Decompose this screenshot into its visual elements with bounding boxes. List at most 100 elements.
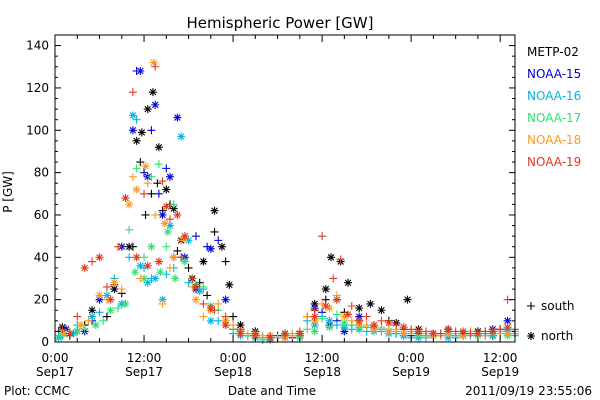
data-point-south xyxy=(102,282,111,291)
data-point-south xyxy=(136,274,145,283)
plot-frame xyxy=(54,34,516,343)
plot-area xyxy=(54,58,519,344)
legend-entry: NOAA-18 xyxy=(527,133,581,147)
data-point-north xyxy=(488,327,497,336)
y-axis: 0 20 40 60 80 100 120 140 xyxy=(26,34,515,349)
data-point-north xyxy=(110,285,119,294)
data-point-south xyxy=(147,172,156,181)
data-point-north xyxy=(88,306,97,315)
data-point-south xyxy=(377,316,386,325)
data-point-north xyxy=(429,329,438,338)
data-point-north xyxy=(160,219,169,228)
y-tick-label: 40 xyxy=(34,250,49,264)
data-point-north xyxy=(151,274,160,283)
data-point-south xyxy=(527,302,535,310)
x-tick-label-time: 0:00 xyxy=(220,351,247,365)
series-noaa-17 xyxy=(56,160,519,342)
data-point-south xyxy=(496,325,505,334)
data-point-north xyxy=(206,244,215,253)
marker-legend-label: south xyxy=(541,299,575,313)
data-point-south xyxy=(166,263,174,272)
data-point-north xyxy=(459,327,468,336)
legend-entry: NOAA-16 xyxy=(527,89,581,103)
data-point-north xyxy=(527,332,535,340)
data-point-north xyxy=(403,295,412,304)
data-point-south xyxy=(114,242,123,251)
y-tick-label: 80 xyxy=(34,166,49,180)
data-point-north xyxy=(169,253,178,262)
legend: METP-02 NOAA-15 NOAA-16 NOAA-17 NOAA-18 NOAA-… xyxy=(527,45,581,169)
data-point-north xyxy=(158,295,167,304)
x-axis-label: Date and Time xyxy=(228,384,316,398)
data-point-north xyxy=(151,100,160,109)
data-point-south xyxy=(151,62,160,71)
footer-left: Plot: CCMC xyxy=(4,384,70,398)
data-point-south xyxy=(162,270,171,279)
data-point-north xyxy=(503,316,512,325)
data-point-south xyxy=(362,321,371,330)
data-point-north xyxy=(110,278,119,287)
data-point-north xyxy=(143,261,152,270)
data-point-north xyxy=(355,312,364,321)
data-point-north xyxy=(459,331,468,340)
marker-legend: south north xyxy=(527,299,575,343)
data-point-north xyxy=(206,316,215,325)
data-point-south xyxy=(125,253,134,262)
data-point-south xyxy=(214,299,223,308)
data-point-south xyxy=(347,316,356,325)
y-tick-label: 120 xyxy=(26,81,49,95)
data-point-north xyxy=(169,204,178,213)
data-point-north xyxy=(384,327,393,336)
data-point-south xyxy=(221,257,230,266)
data-point-north xyxy=(199,257,208,266)
data-point-north xyxy=(166,172,174,181)
data-point-south xyxy=(288,331,297,340)
legend-entry: NOAA-19 xyxy=(527,155,581,169)
data-point-north xyxy=(80,263,89,272)
data-point-north xyxy=(414,327,423,336)
data-point-north xyxy=(136,66,145,75)
data-point-north xyxy=(310,299,319,308)
data-point-north xyxy=(154,257,163,266)
data-point-north xyxy=(473,329,482,338)
data-point-south xyxy=(117,285,126,294)
data-point-south xyxy=(136,158,145,167)
data-point-north xyxy=(73,327,82,336)
data-point-south xyxy=(421,327,430,336)
data-point-north xyxy=(154,143,163,152)
data-point-north xyxy=(158,210,167,219)
data-point-south xyxy=(173,246,182,255)
data-point-north xyxy=(173,210,182,219)
data-point-south xyxy=(318,232,327,241)
data-point-south xyxy=(154,189,163,198)
x-tick-label-time: 12:00 xyxy=(483,351,518,365)
data-point-south xyxy=(99,316,108,325)
data-point-south xyxy=(184,263,193,272)
data-point-north xyxy=(355,304,364,313)
data-point-north xyxy=(325,316,334,325)
x-tick-label-date: Sep18 xyxy=(214,365,252,379)
data-point-north xyxy=(195,287,204,296)
data-point-north xyxy=(344,310,353,319)
data-point-south xyxy=(102,312,111,321)
data-point-south xyxy=(154,160,163,169)
data-point-north xyxy=(95,291,104,300)
data-point-north xyxy=(59,329,68,338)
data-point-north xyxy=(344,278,353,287)
y-tick-label: 20 xyxy=(34,293,49,307)
data-point-north xyxy=(162,185,171,194)
data-point-north xyxy=(121,299,130,308)
data-point-north xyxy=(370,325,379,334)
data-point-south xyxy=(147,189,156,198)
x-tick-label-time: 0:00 xyxy=(398,351,425,365)
data-point-south xyxy=(199,282,208,291)
data-point-north xyxy=(191,282,200,291)
data-point-north xyxy=(221,295,230,304)
data-point-north xyxy=(321,302,330,311)
data-point-north xyxy=(444,329,453,338)
data-point-north xyxy=(106,295,115,304)
data-point-north xyxy=(91,321,100,330)
footer-right: 2011/09/19 23:55:06 xyxy=(465,384,592,398)
data-point-south xyxy=(332,310,341,319)
data-point-north xyxy=(340,318,349,327)
